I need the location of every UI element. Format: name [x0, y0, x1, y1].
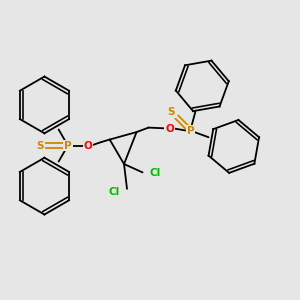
Text: P: P [64, 140, 72, 151]
Text: O: O [165, 124, 174, 134]
Text: S: S [168, 107, 175, 117]
Text: P: P [187, 126, 194, 136]
Text: O: O [84, 140, 93, 151]
Text: Cl: Cl [149, 168, 160, 178]
Text: S: S [36, 140, 43, 151]
Text: Cl: Cl [108, 188, 119, 197]
